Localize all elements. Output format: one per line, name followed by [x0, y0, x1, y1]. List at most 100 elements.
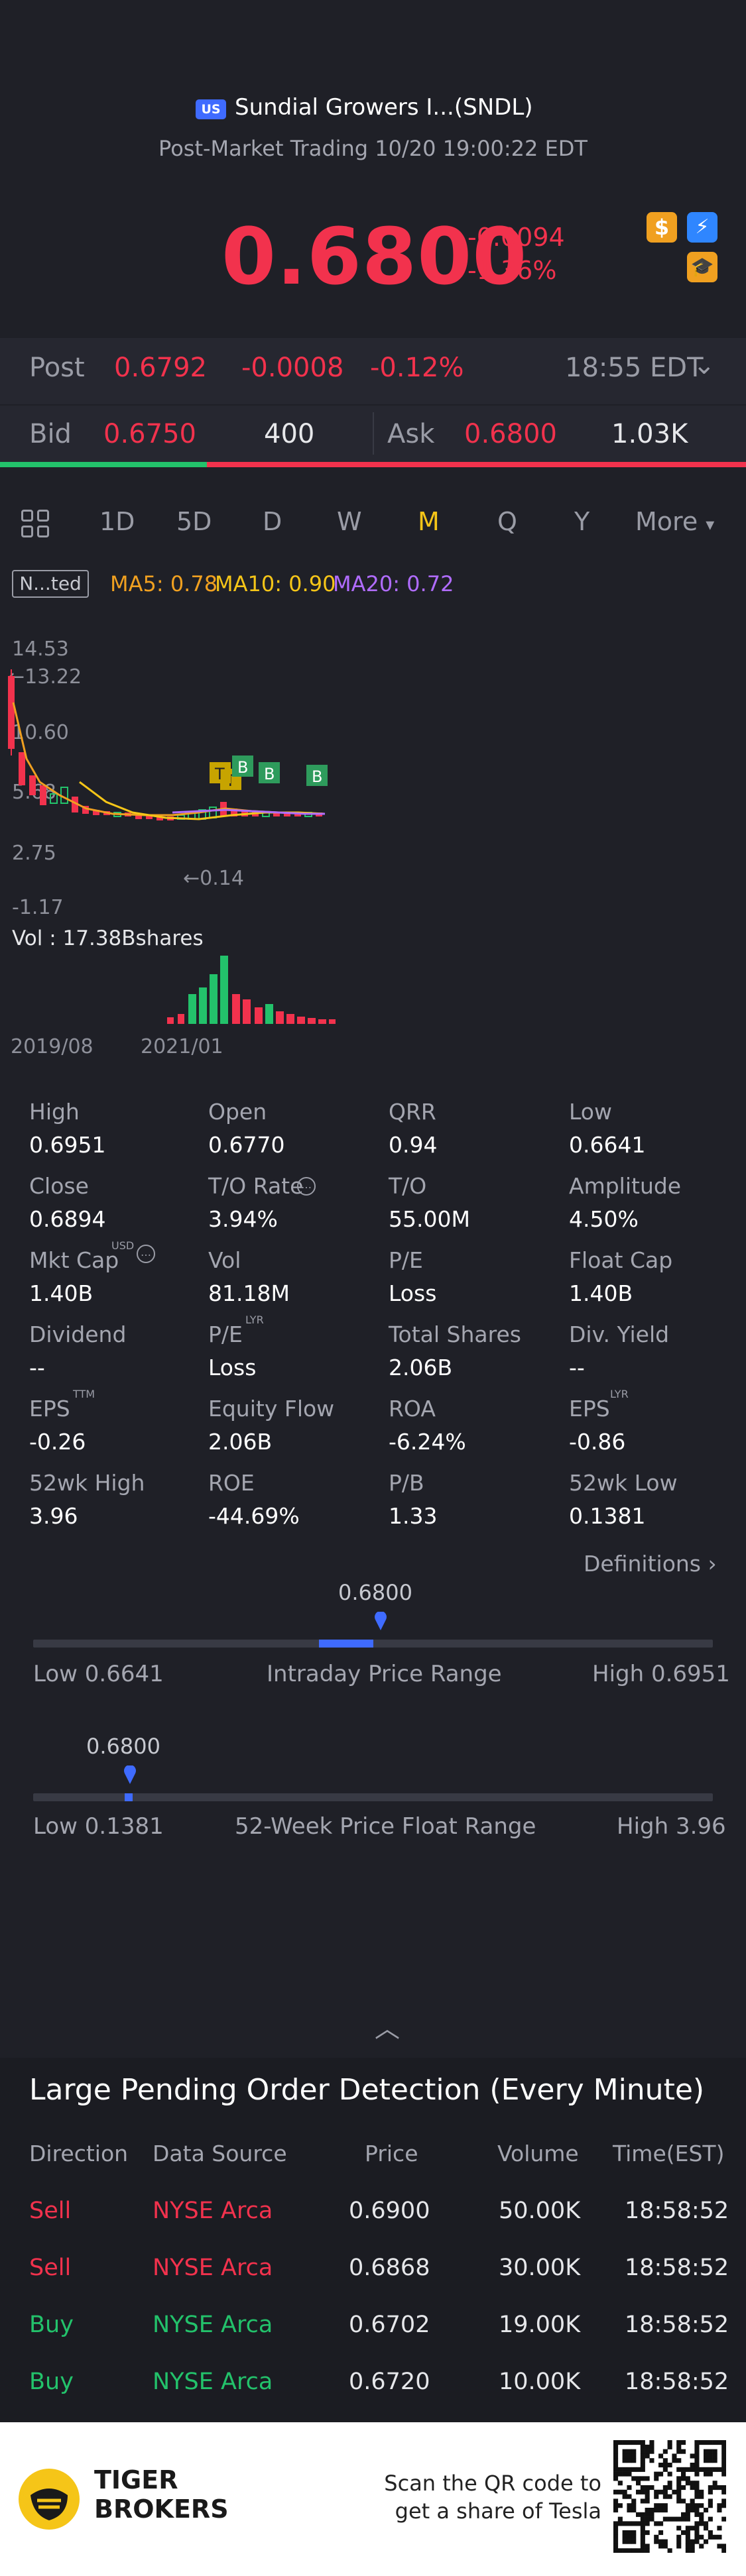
stat-value: --: [569, 1355, 585, 1380]
volume-bar: [329, 1019, 336, 1024]
stat-label: Dividend: [29, 1321, 127, 1347]
order-price: 0.6868: [349, 2255, 430, 2281]
stat-label: ROE: [208, 1470, 255, 1496]
info-icon[interactable]: …: [297, 1177, 316, 1196]
stat-value: 1.40B: [569, 1280, 633, 1306]
intraday-range-fill: [318, 1640, 373, 1648]
stat-value: 3.94%: [208, 1206, 278, 1232]
stat-label: P/E: [208, 1321, 243, 1347]
x-label-mid: 2021/01: [141, 1035, 223, 1058]
flash-icon[interactable]: ⚡: [687, 212, 717, 243]
candle: [50, 793, 58, 804]
ma20-label: MA20: 0.72: [333, 571, 454, 596]
stat-label: 52wk High: [29, 1470, 145, 1496]
order-volume: 10.00K: [499, 2369, 581, 2395]
stat-label: Low: [569, 1099, 612, 1125]
order-volume: 19.00K: [499, 2312, 581, 2338]
stat-label: QRR: [389, 1099, 436, 1125]
stat-label: Total Shares: [389, 1321, 521, 1347]
adjust-badge[interactable]: N...ted: [12, 570, 89, 598]
stat-label: High: [29, 1099, 80, 1125]
volume-bar: [220, 956, 228, 1024]
volume-bar: [210, 974, 218, 1024]
candle: [146, 815, 153, 819]
collapse-chevron-icon[interactable]: ︿: [375, 2014, 401, 2043]
marker-pin-icon: [374, 1610, 387, 1630]
ask-label: Ask: [387, 419, 435, 449]
trade-marker-t[interactable]: T: [210, 762, 231, 783]
volume-bar: [286, 1014, 294, 1024]
order-source: NYSE Arca: [153, 2312, 273, 2338]
col-direction: Direction: [29, 2141, 129, 2166]
y-label-low: ←0.14: [183, 867, 244, 890]
stat-value: 2.06B: [208, 1429, 273, 1455]
stat-value: 3.96: [29, 1503, 78, 1529]
stat-label: Mkt Cap: [29, 1247, 119, 1273]
bid-price: 0.6750: [103, 419, 196, 449]
definitions-link[interactable]: Definitions ›: [584, 1551, 717, 1577]
ask-price: 0.6800: [464, 419, 557, 449]
intraday-range-track: [33, 1640, 713, 1648]
order-source: NYSE Arca: [153, 2255, 273, 2281]
order-source: NYSE Arca: [153, 2369, 273, 2395]
stat-label: Div. Yield: [569, 1321, 670, 1347]
volume-bar: [318, 1019, 326, 1024]
stat-label: Open: [208, 1099, 267, 1125]
stat-value: 0.94: [389, 1132, 438, 1158]
post-market-row[interactable]: Post 0.6792 -0.0008 -0.12% 18:55 EDT ⌄: [0, 338, 746, 404]
y-label-high-value: 13.22: [25, 665, 82, 689]
stat-value: 0.6641: [569, 1132, 646, 1158]
dollar-icon[interactable]: $: [647, 212, 677, 243]
grid-icon[interactable]: [21, 510, 52, 539]
post-change: -0.0008: [241, 353, 344, 383]
trade-marker-b[interactable]: B: [232, 756, 253, 777]
week52-range-track: [33, 1793, 713, 1801]
tab-y[interactable]: Y: [574, 507, 590, 536]
stat-value: 55.00M: [389, 1206, 470, 1232]
intraday-current: 0.6800: [338, 1580, 412, 1605]
stat-label: EPS: [29, 1396, 70, 1422]
scan-text-2: get a share of Tesla: [395, 2498, 601, 2524]
price-change: -0.0094: [467, 223, 565, 252]
stat-value: 81.18M: [208, 1280, 290, 1306]
col-volume: Volume: [497, 2141, 579, 2166]
tab-d[interactable]: D: [263, 507, 282, 536]
ma5-line: [12, 702, 326, 816]
tab-1d[interactable]: 1D: [99, 507, 135, 536]
market-badge: US: [196, 99, 226, 119]
stock-title[interactable]: Sundial Growers I...(SNDL): [235, 94, 533, 121]
tab-q[interactable]: Q: [497, 507, 517, 536]
caret-down-icon: ▾: [706, 515, 715, 535]
stat-value: 2.06B: [389, 1355, 453, 1380]
tab-w[interactable]: W: [337, 507, 362, 536]
info-icon[interactable]: …: [137, 1245, 155, 1263]
ma5-label: MA5: 0.78: [110, 571, 218, 596]
hat-icon[interactable]: 🎓: [687, 252, 717, 282]
trade-marker-b[interactable]: B: [306, 765, 328, 786]
bid-label: Bid: [29, 419, 72, 449]
stat-value: -44.69%: [208, 1503, 300, 1529]
y-label-low-value: 0.14: [200, 867, 244, 890]
eps-lyr-sup: LYR: [610, 1388, 629, 1400]
pe-lyr-sup: LYR: [245, 1314, 264, 1326]
chevron-down-icon[interactable]: ⌄: [693, 350, 715, 380]
trade-marker-b[interactable]: B: [259, 762, 280, 783]
week52-current: 0.6800: [86, 1734, 160, 1759]
order-direction: Sell: [29, 2255, 72, 2281]
tab-m[interactable]: M: [418, 507, 440, 536]
volume-bar: [308, 1018, 316, 1024]
y-label-4: 2.75: [12, 842, 56, 865]
y-label-min: -1.17: [12, 896, 64, 919]
col-price: Price: [365, 2141, 418, 2166]
tab-more[interactable]: More ▾: [635, 507, 714, 536]
tab-5d[interactable]: 5D: [176, 507, 212, 536]
order-direction: Buy: [29, 2312, 74, 2338]
week52-low: Low 0.1381: [33, 1813, 164, 1840]
ask-size: 1.03K: [611, 419, 688, 449]
svg-text:B: B: [237, 758, 248, 777]
volume-bar: [167, 1017, 174, 1024]
ma10-label: MA10: 0.90: [215, 571, 336, 596]
stat-label: Close: [29, 1173, 89, 1199]
order-price: 0.6702: [349, 2312, 430, 2338]
candlestick-chart[interactable]: T T B B B: [0, 616, 345, 1034]
